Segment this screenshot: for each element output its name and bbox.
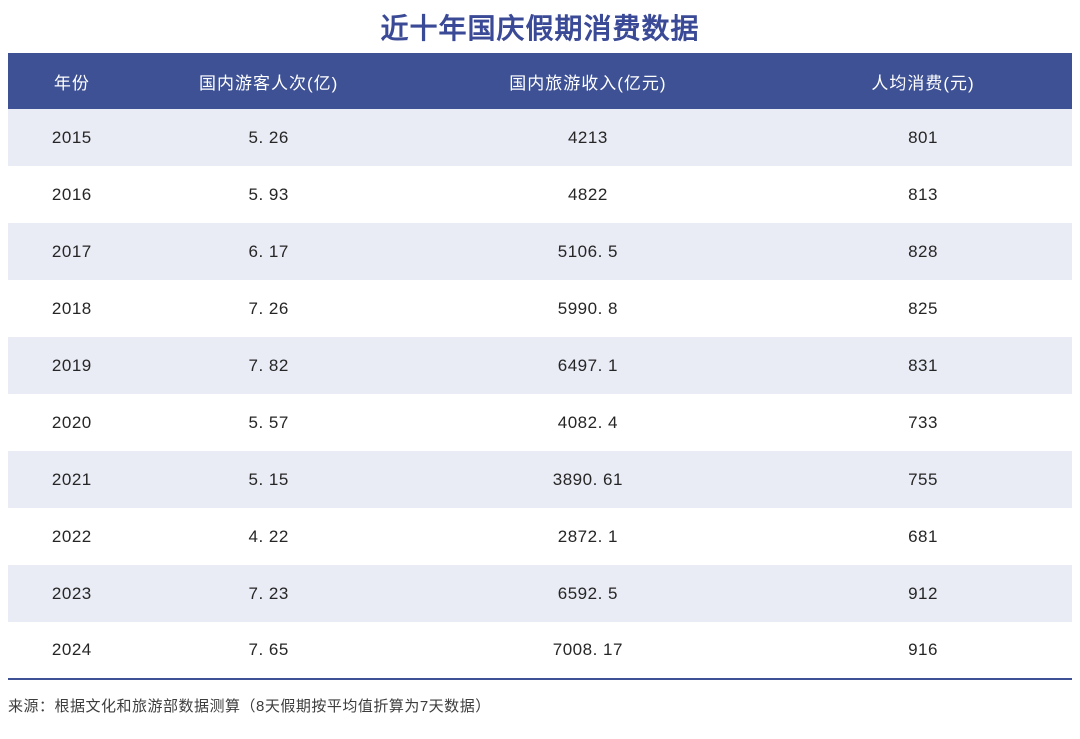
column-header-per-capita: 人均消费(元) [871, 73, 975, 93]
table-row: 2024 7. 65 7008. 17 916 [8, 622, 1072, 679]
table-row: 2016 5. 93 4822 813 [8, 166, 1072, 223]
table-row: 2020 5. 57 4082. 4 733 [8, 394, 1072, 451]
cell-year: 2022 [51, 526, 92, 546]
source-note: 来源：根据文化和旅游部数据测算（8天假期按平均值折算为7天数据） [8, 698, 491, 715]
table-row: 2015 5. 26 4213 801 [8, 109, 1072, 166]
cell-year: 2016 [51, 184, 92, 204]
cell-per-capita: 828 [908, 241, 938, 261]
table-row: 2019 7. 82 6497. 1 831 [8, 337, 1072, 394]
table-row: 2023 7. 23 6592. 5 912 [8, 565, 1072, 622]
cell-visitors: 7. 82 [248, 355, 289, 375]
cell-revenue: 5990. 8 [557, 298, 618, 318]
column-header-revenue: 国内旅游收入(亿元) [509, 73, 667, 93]
cell-revenue: 4213 [567, 127, 608, 147]
cell-revenue: 7008. 17 [552, 640, 623, 659]
cell-visitors: 5. 15 [248, 469, 289, 489]
cell-revenue: 6497. 1 [557, 355, 618, 375]
column-header-year: 年份 [53, 73, 90, 93]
cell-per-capita: 733 [908, 412, 938, 432]
table-row: 2017 6. 17 5106. 5 828 [8, 223, 1072, 280]
header-row: 年份 国内游客人次(亿) 国内旅游收入(亿元) 人均消费(元) [8, 53, 1072, 109]
cell-year: 2018 [51, 298, 92, 318]
table-row: 2018 7. 26 5990. 8 825 [8, 280, 1072, 337]
cell-revenue: 3890. 61 [552, 469, 623, 489]
cell-visitors: 7. 65 [248, 640, 289, 659]
cell-per-capita: 912 [908, 583, 938, 603]
consumption-table: 年份 国内游客人次(亿) 国内旅游收入(亿元) 人均消费(元) 2015 5. 26 42… [8, 53, 1072, 680]
column-header-visitors: 国内游客人次(亿) [199, 73, 339, 93]
cell-year: 2015 [51, 127, 92, 147]
table-row: 2022 4. 22 2872. 1 681 [8, 508, 1072, 565]
table-body: 2015 5. 26 4213 801 2016 5. 93 4822 813 2017 6. 1… [8, 109, 1072, 679]
page-title: 近十年国庆假期消费数据 [380, 13, 700, 44]
cell-visitors: 5. 26 [248, 127, 289, 147]
cell-revenue: 6592. 5 [557, 583, 618, 603]
table-row: 2021 5. 15 3890. 61 755 [8, 451, 1072, 508]
cell-per-capita: 825 [908, 298, 938, 318]
cell-revenue: 4082. 4 [557, 412, 618, 432]
cell-revenue: 4822 [567, 184, 608, 204]
cell-year: 2021 [51, 469, 92, 489]
cell-per-capita: 916 [908, 640, 938, 659]
cell-per-capita: 755 [908, 469, 938, 489]
cell-per-capita: 801 [908, 127, 938, 147]
cell-per-capita: 831 [908, 355, 938, 375]
cell-visitors: 7. 26 [248, 298, 289, 318]
cell-per-capita: 681 [908, 526, 938, 546]
cell-visitors: 6. 17 [248, 241, 289, 261]
cell-revenue: 2872. 1 [557, 526, 618, 546]
cell-year: 2024 [51, 640, 92, 659]
cell-per-capita: 813 [908, 184, 938, 204]
table-header: 年份 国内游客人次(亿) 国内旅游收入(亿元) 人均消费(元) [8, 53, 1072, 109]
cell-visitors: 4. 22 [248, 526, 289, 546]
cell-year: 2017 [51, 241, 92, 261]
cell-year: 2023 [51, 583, 92, 603]
cell-visitors: 7. 23 [248, 583, 289, 603]
cell-year: 2020 [51, 412, 92, 432]
cell-visitors: 5. 57 [248, 412, 289, 432]
cell-year: 2019 [51, 355, 92, 375]
cell-visitors: 5. 93 [248, 184, 289, 204]
cell-revenue: 5106. 5 [557, 241, 618, 261]
